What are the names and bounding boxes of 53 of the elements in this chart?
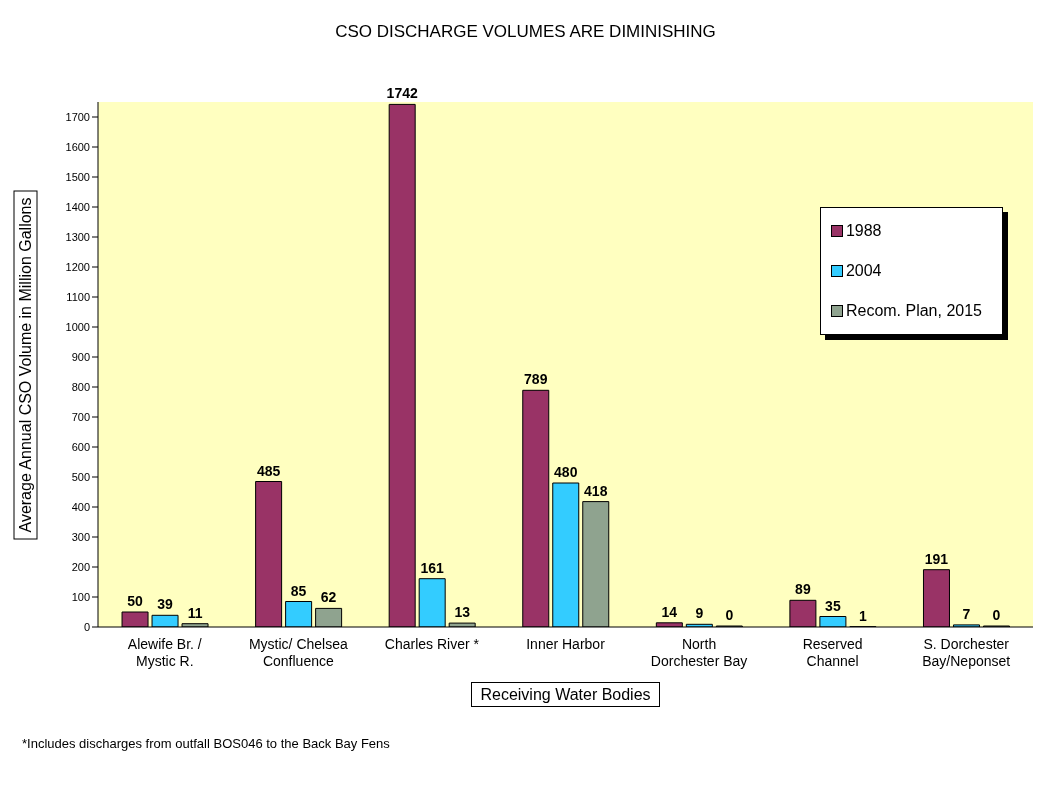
data-label: 13 [454,604,471,621]
data-label: 7 [962,605,971,622]
x-tick-label: Charles River * [384,636,480,652]
data-label: 0 [725,607,734,623]
data-label: 35 [825,597,841,614]
data-label: 85 [290,582,307,599]
data-label: 480 [554,464,578,480]
data-label: 1 [859,607,867,624]
data-label: 418 [584,482,608,499]
y-tick-label: 1700 [65,110,90,123]
y-tick-label: 300 [71,530,90,543]
data-label: 485 [256,462,281,479]
y-tick-label: 100 [71,590,90,603]
data-label: 62 [320,589,337,606]
x-axis-title: Receiving Water Bodies [471,682,660,707]
y-tick-label: 0 [83,620,90,633]
y-axis-title: Average Annual CSO Volume in Million Gallons [13,190,37,539]
y-tick-label: 1600 [65,140,90,153]
y-tick-label: 800 [71,380,90,393]
data-label: 1742 [386,85,418,102]
y-tick-label: 700 [71,410,90,423]
data-label: 14 [661,603,678,620]
y-tick-label: 1400 [65,200,90,213]
y-tick-label: 1200 [65,260,90,273]
chart-title: CSO DISCHARGE VOLUMES ARE DIMINISHING [334,21,717,43]
data-label: 191 [924,550,949,567]
x-tick-label: Mystic/ Chelsea Confluence [248,636,348,669]
x-tick-label: Alewife Br. / Mystic R. [127,636,202,669]
y-tick-label: 400 [71,500,90,513]
data-label: 789 [524,371,548,388]
data-label: 9 [695,605,704,622]
x-tick-label: Inner Harbor [526,636,606,652]
x-tick-label: North Dorchester Bay [650,636,748,669]
y-tick-label: 200 [71,560,90,573]
data-label: 50 [127,593,144,609]
y-tick-label: 1000 [65,320,90,333]
y-tick-label: 1300 [65,230,90,243]
legend-label: 1988 [845,222,882,240]
data-label: 39 [157,596,174,613]
data-label: 89 [795,581,811,598]
data-label: 0 [992,607,1001,623]
y-tick-label: 1100 [66,290,90,303]
x-tick-label: Reserved Channel [802,636,863,669]
x-tick-label: S. Dorchester Bay/Neponset [922,636,1011,669]
y-tick-label: 1500 [65,170,90,183]
y-tick-label: 900 [71,350,90,363]
y-tick-label: 500 [71,470,90,483]
data-label: 161 [420,559,445,576]
y-tick-label: 600 [71,440,90,453]
text: *Includes discharges from outfall BOS046 to the Back Bay Fens [22,736,391,751]
legend-label: 2004 [845,262,882,280]
data-label: 11 [187,604,203,621]
legend-label: Recom. Plan, 2015 [845,302,982,320]
